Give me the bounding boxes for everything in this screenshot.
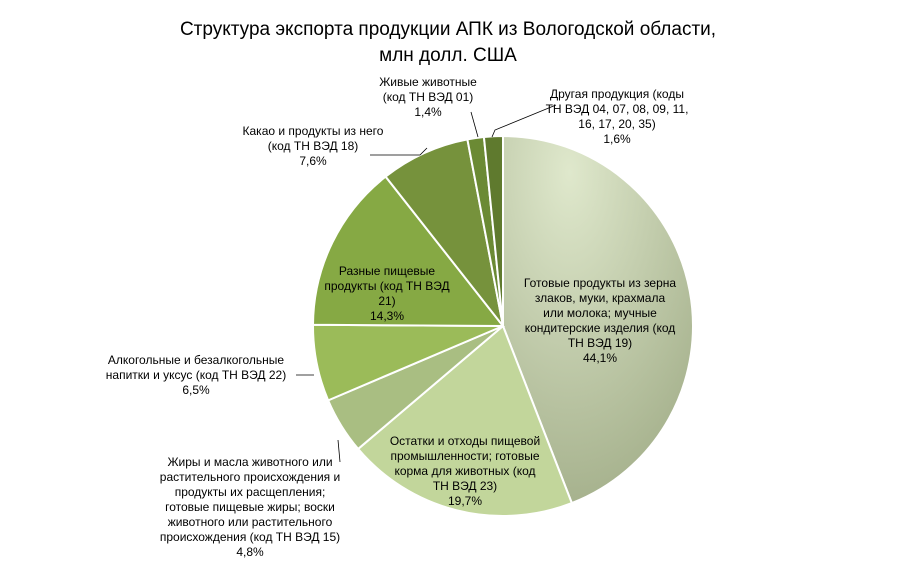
slice-label-3: Жиры и масла животного илирастительного … xyxy=(160,455,340,559)
chart-title: Структура экспорта продукции АПК из Воло… xyxy=(180,19,716,66)
slice-category-label: Готовые продукты из зерна xyxy=(524,276,676,290)
leader-line-6 xyxy=(370,147,428,156)
slice-label-2: Остатки и отходы пищевойпромышленности; … xyxy=(390,434,540,508)
slice-value-label: 4,8% xyxy=(236,545,264,559)
slice-category-label: Алкогольные и безалкогольные xyxy=(108,353,285,367)
slice-category-label: готовые пищевые жиры; воски xyxy=(165,500,335,514)
slice-category-label: 21) xyxy=(378,294,395,308)
slice-category-label: (код ТН ВЭД 18) xyxy=(268,139,359,153)
pie-slice-5 xyxy=(311,175,506,328)
slice-category-label: продукты (код ТН ВЭД xyxy=(324,279,449,293)
pie-slice-2 xyxy=(356,324,574,517)
slice-category-label: продукты их расщепления; xyxy=(175,485,326,499)
pie-slice-8 xyxy=(482,134,504,327)
slice-category-label: или молока; мучные xyxy=(543,306,657,320)
slice-value-label: 19,7% xyxy=(448,494,482,508)
slice-category-label: ТН ВЭД 19) xyxy=(568,336,632,350)
slice-value-label: 6,5% xyxy=(182,383,210,397)
slice-category-label: Живые животные xyxy=(379,75,477,89)
slice-category-label: ТН ВЭД 23) xyxy=(433,479,497,493)
slice-category-label: Какао и продукты из него xyxy=(243,124,384,138)
slice-category-label: Разные пищевые xyxy=(339,264,436,278)
chart-title-line-2: млн долл. США xyxy=(379,45,517,66)
slice-category-label: Остатки и отходы пищевой xyxy=(390,434,540,448)
slice-category-label: (код ТН ВЭД 01) xyxy=(383,90,474,104)
slice-category-label: кондитерские изделия (код xyxy=(525,321,676,335)
slice-category-label: Жиры и масла животного или xyxy=(167,455,332,469)
slice-category-label: злаков, муки, крахмала xyxy=(535,291,666,305)
leader-line-7 xyxy=(470,111,479,138)
slice-label-6: Какао и продукты из него(код ТН ВЭД 18)7… xyxy=(243,124,384,168)
slice-category-label: растительного происхождения и xyxy=(160,470,340,484)
slice-value-label: 1,6% xyxy=(603,132,631,146)
slice-category-label: корма для животных (код xyxy=(394,464,535,478)
slice-value-label: 7,6% xyxy=(299,154,327,168)
leader-line-8 xyxy=(491,104,557,138)
leader-line-3 xyxy=(337,439,341,463)
pie-slice-1 xyxy=(502,134,694,505)
slice-value-label: 44,1% xyxy=(583,351,617,365)
slice-label-7: Живые животные(код ТН ВЭД 01)1,4% xyxy=(379,75,477,119)
slice-value-label: 1,4% xyxy=(414,105,442,119)
slice-category-label: напитки и уксус (код ТН ВЭД 22) xyxy=(106,368,286,382)
pie-slices xyxy=(311,134,694,517)
slice-category-label: 16, 17, 20, 35) xyxy=(578,117,655,131)
chart-title-line-1: Структура экспорта продукции АПК из Воло… xyxy=(180,19,716,40)
slice-category-label: животного или растительного xyxy=(168,515,333,529)
slice-category-label: происхождения (код ТН ВЭД 15) xyxy=(160,530,340,544)
slice-category-label: ТН ВЭД 04, 07, 08, 09, 11, xyxy=(546,102,689,116)
slice-category-label: промышленности; готовые xyxy=(390,449,539,463)
slice-category-label: Другая продукция (коды xyxy=(550,87,684,101)
slice-value-label: 14,3% xyxy=(370,309,404,323)
leader-lines xyxy=(296,104,557,463)
